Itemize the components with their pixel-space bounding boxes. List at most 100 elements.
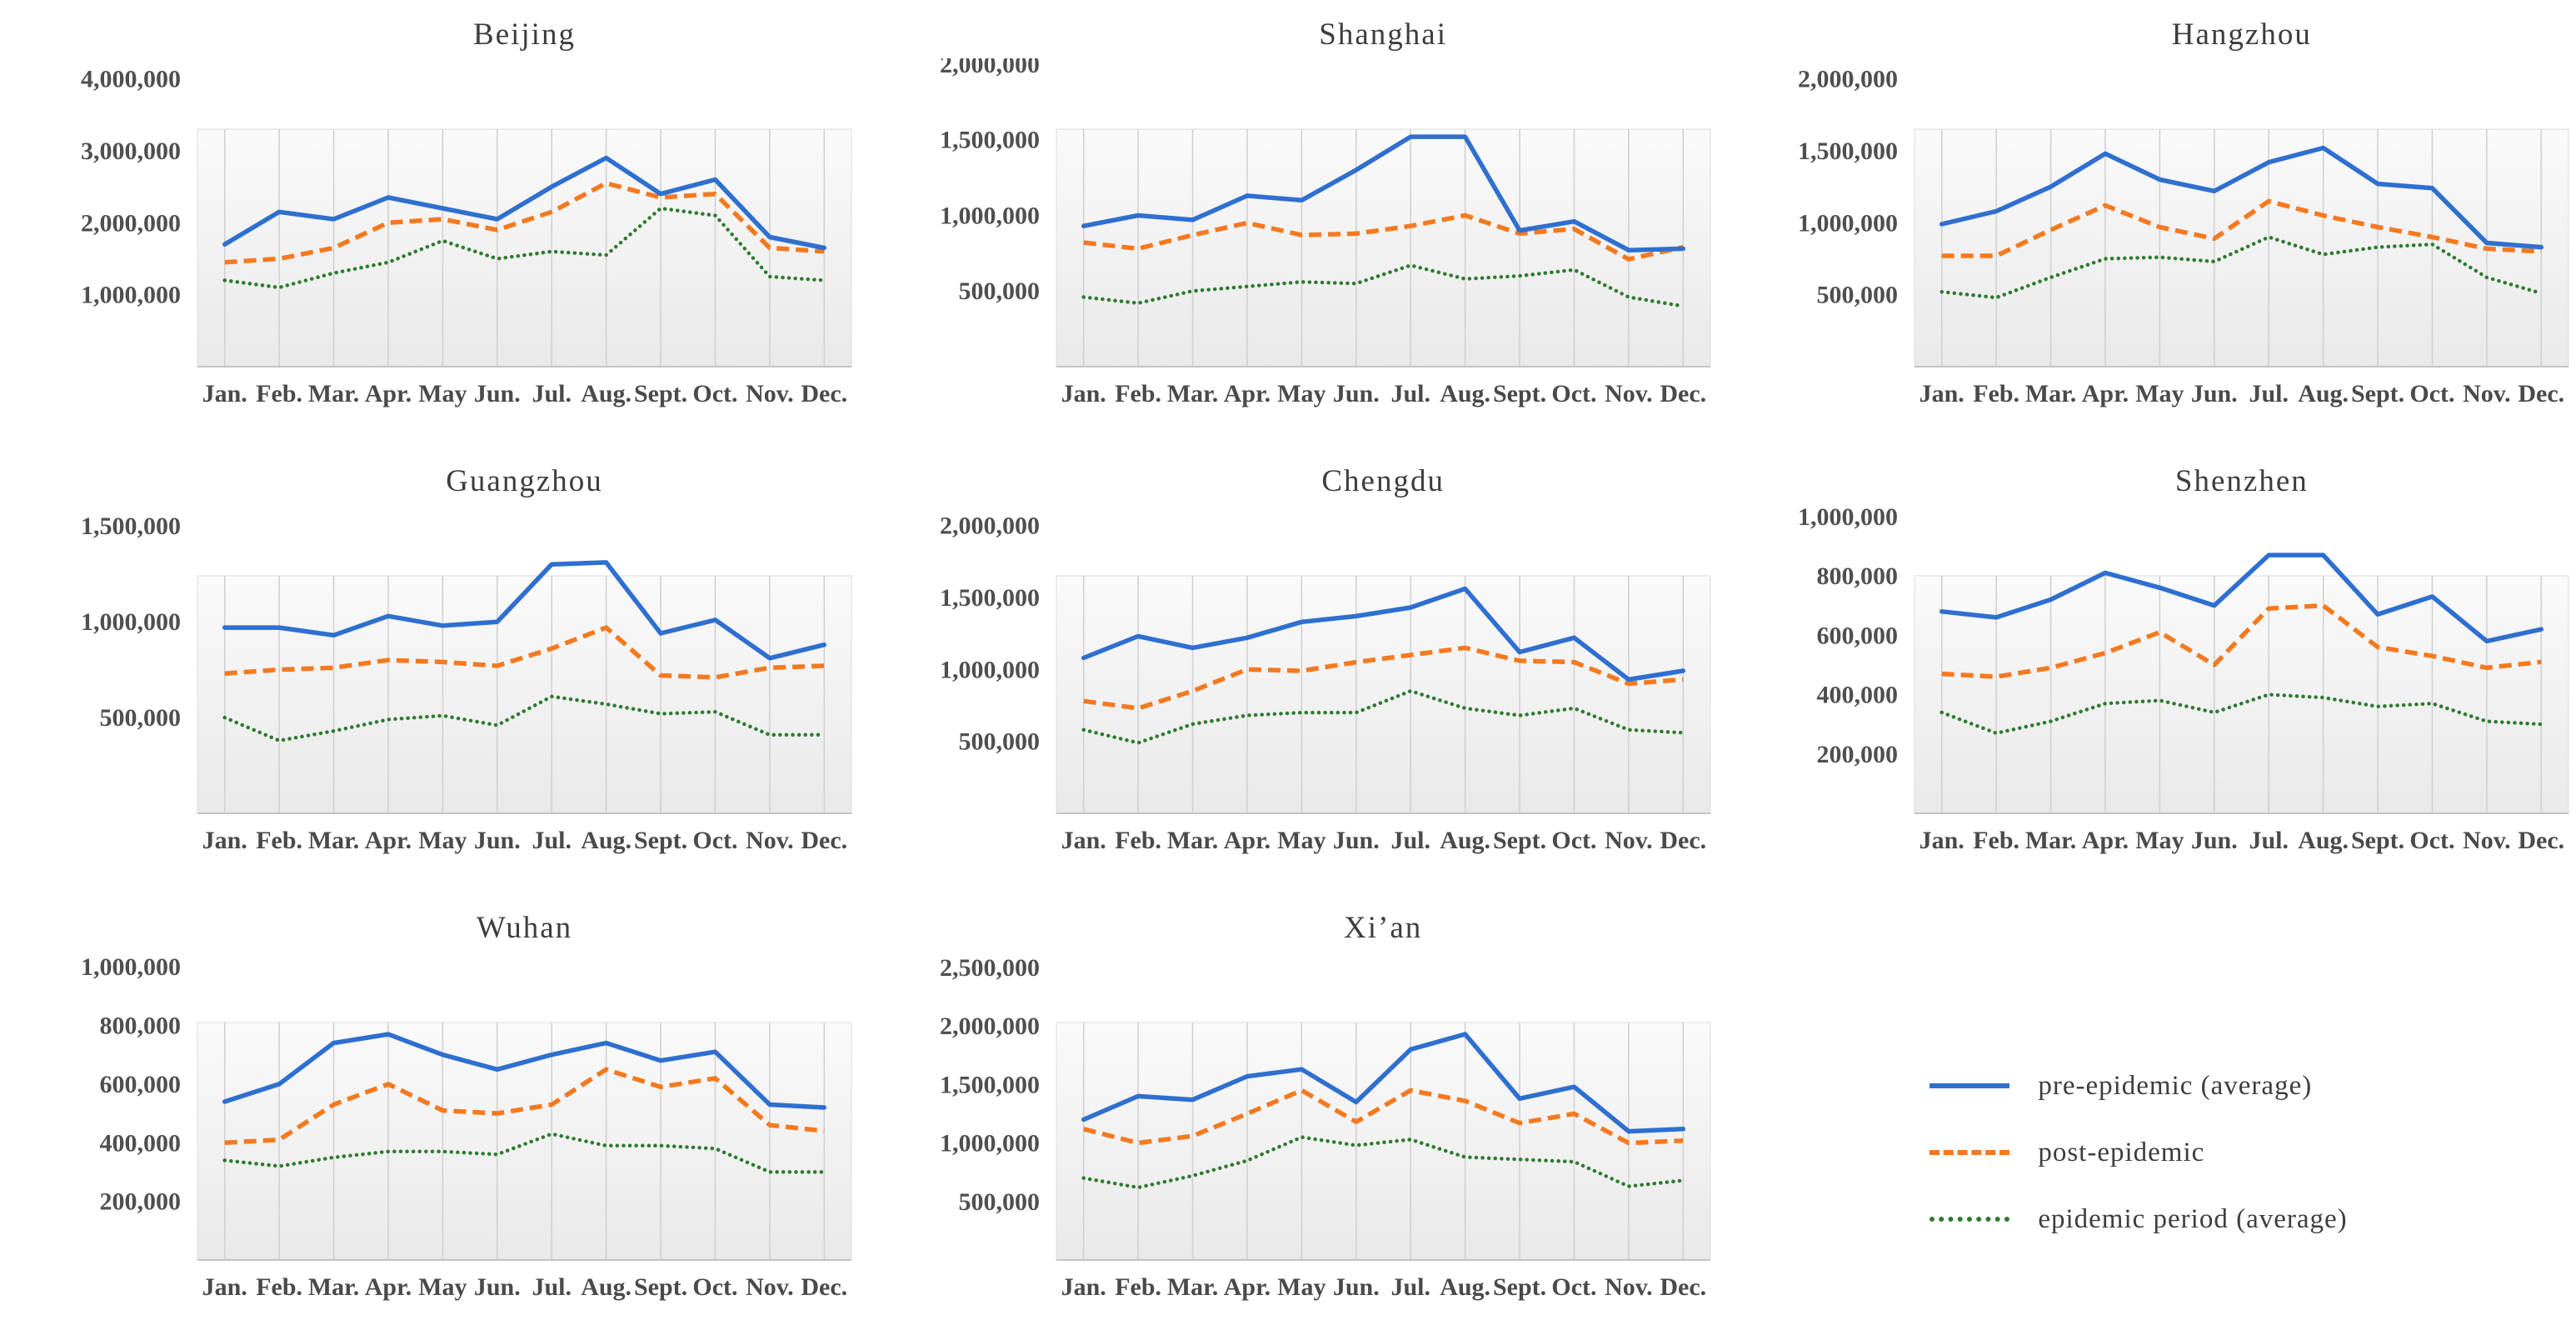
x-axis-month-label: Jul. (1390, 380, 1430, 408)
series-line-pre-epidemic (222, 1032, 827, 1110)
x-axis-month-label: Oct. (1551, 1273, 1596, 1301)
x-axis-month-label: Nov. (746, 827, 794, 854)
y-axis-tick-label: 1,500,000 (940, 1071, 1040, 1098)
chart-panel-beijing: Beijing 4,000,000 3,000,000 2,000,000 1,000,… (0, 0, 859, 447)
series-line-post-epidemic (1941, 602, 2542, 679)
series-line-post-epidemic (224, 1067, 825, 1146)
x-axis-month-label: Jun. (2191, 380, 2238, 408)
y-axis-tick-label: 500,000 (100, 704, 182, 732)
x-axis-month-label: Jul. (2249, 827, 2289, 854)
y-axis-tick-label: 200,000 (1817, 741, 1899, 768)
legend-item-post-epidemic: post-epidemic (1930, 1131, 2576, 1174)
x-axis-month-label: Oct. (692, 380, 737, 408)
x-axis-month-label: Nov. (746, 380, 794, 408)
y-axis-tick-label: 1,000,000 (940, 1130, 1040, 1158)
chart-panel-shanghai: Shanghai 2,000,000 1,500,000 1,000,000 500,0… (859, 0, 1718, 447)
chart-title-xian: Xi’an (1344, 911, 1423, 945)
x-axis-month-label: Nov. (1605, 1273, 1653, 1301)
series-line-pre-epidemic (1939, 552, 2544, 644)
x-axis-month-label: Jun. (1333, 827, 1380, 854)
x-axis-month-label: Mar. (1167, 1273, 1218, 1301)
x-axis-month-label: May (1277, 1273, 1325, 1301)
x-axis-month-label: Feb. (256, 380, 302, 408)
x-axis-month-label: Apr. (1223, 827, 1270, 854)
x-axis-month-label: May (418, 827, 467, 854)
x-axis-month-label: Feb. (256, 1273, 302, 1301)
chart-title-wuhan: Wuhan (476, 911, 573, 945)
y-axis-tick-label: 1,000,000 (1798, 505, 1898, 531)
y-axis-tick-label: 3,000,000 (81, 138, 181, 165)
x-axis-month-label: Jan. (1061, 380, 1106, 408)
y-axis-tick-label: 4,000,000 (81, 66, 181, 93)
x-axis-month-label: Apr. (365, 1273, 412, 1301)
series-line-pre-epidemic (1939, 145, 2544, 250)
x-axis-month-label: Apr. (2082, 827, 2129, 854)
x-axis-month-label: Nov. (2463, 380, 2511, 408)
legend-item-pre-epidemic: pre-epidemic (average) (1930, 1064, 2576, 1108)
series-line-pre-epidemic (1081, 1032, 1685, 1134)
y-axis-tick-label: 2,000,000 (940, 58, 1040, 78)
series-line-epidemic-period (222, 694, 826, 742)
x-axis-month-label: Oct. (2410, 380, 2455, 408)
series-line-post-epidemic (224, 181, 825, 265)
x-axis-month-label: Aug. (1440, 827, 1490, 854)
x-axis-month-label: Jan. (1920, 827, 1964, 854)
y-axis-tick-label: 200,000 (100, 1188, 182, 1216)
x-axis-month-label: Feb. (1974, 380, 2020, 408)
y-axis-tick-label: 1,000,000 (81, 282, 181, 309)
series-line-pre-epidemic (222, 155, 827, 251)
chart-title-chengdu: Chengdu (1321, 464, 1445, 498)
x-axis-month-label: Dec. (2519, 827, 2565, 854)
plot-area (197, 128, 852, 368)
y-axis-tick-label: 1,000,000 (81, 953, 181, 981)
x-axis-month-label: May (418, 380, 467, 408)
x-axis-month-label: Apr. (1223, 1273, 1270, 1301)
x-axis-month-label: Jun. (2191, 827, 2238, 854)
x-axis-month-label: Dec. (801, 1273, 847, 1301)
x-axis-month-label: Mar. (308, 1273, 359, 1301)
series-line-post-epidemic (1082, 645, 1684, 711)
x-axis-month-label: May (418, 1273, 467, 1301)
x-axis-month-label: Sept. (2351, 827, 2404, 854)
chart-canvas-shanghai: 2,000,000 1,500,000 1,000,000 500,000 Jan. Fe… (940, 58, 1711, 408)
x-axis-month-label: Feb. (256, 827, 302, 854)
legend-line-sample-dotted-icon (1930, 1217, 2010, 1222)
chart-panel-xian: Xi’an 2,500,000 2,000,000 1,500,000 1,000,00… (859, 893, 1718, 1340)
legend-item-label: pre-epidemic (average) (2038, 1070, 2313, 1101)
series-line-pre-epidemic (222, 560, 827, 661)
y-axis-tick-label: 1,000,000 (81, 608, 181, 636)
x-axis-month-label: Jun. (474, 1273, 521, 1301)
x-axis-month-label: Oct. (1551, 380, 1596, 408)
x-axis-month-label: Aug. (2299, 380, 2349, 408)
x-axis-month-label: Aug. (1440, 1273, 1490, 1301)
series-line-epidemic-period (222, 1132, 826, 1174)
x-axis-month-label: Jul. (532, 1273, 572, 1301)
x-axis-month-label: Mar. (308, 827, 359, 854)
x-axis-month-label: Jun. (474, 827, 521, 854)
x-axis-month-label: Jun. (474, 380, 521, 408)
y-axis-tick-label: 1,500,000 (940, 127, 1040, 154)
chart-title-shenzhen: Shenzhen (2174, 464, 2309, 498)
x-axis-month-label: Mar. (1167, 827, 1218, 854)
series-line-post-epidemic (1942, 198, 2542, 258)
x-axis-month-label: Jan. (1061, 827, 1106, 854)
series-line-epidemic-period (222, 206, 826, 290)
x-axis-month-label: Dec. (801, 380, 847, 408)
x-axis-month-label: Dec. (1660, 1273, 1706, 1301)
legend-line-sample-dashed-icon (1930, 1150, 2010, 1155)
plot-area (197, 1022, 852, 1261)
x-axis-month-label: May (2136, 380, 2184, 408)
x-axis-month-label: Apr. (1223, 380, 1270, 408)
series-line-pre-epidemic (1081, 134, 1685, 252)
series-line-post-epidemic (1083, 212, 1684, 262)
x-axis-month-label: Aug. (2299, 827, 2349, 854)
x-axis-month-label: Mar. (1167, 380, 1218, 408)
x-axis-month-label: Aug. (581, 827, 632, 854)
x-axis-month-label: Jan. (1920, 380, 1964, 408)
y-axis-tick-label: 500,000 (958, 1188, 1040, 1216)
x-axis-month-label: Jan. (1061, 1273, 1106, 1301)
x-axis-month-label: Apr. (2082, 380, 2129, 408)
x-axis-month-label: Jan. (202, 1273, 247, 1301)
x-axis-month-label: Mar. (2025, 380, 2076, 408)
